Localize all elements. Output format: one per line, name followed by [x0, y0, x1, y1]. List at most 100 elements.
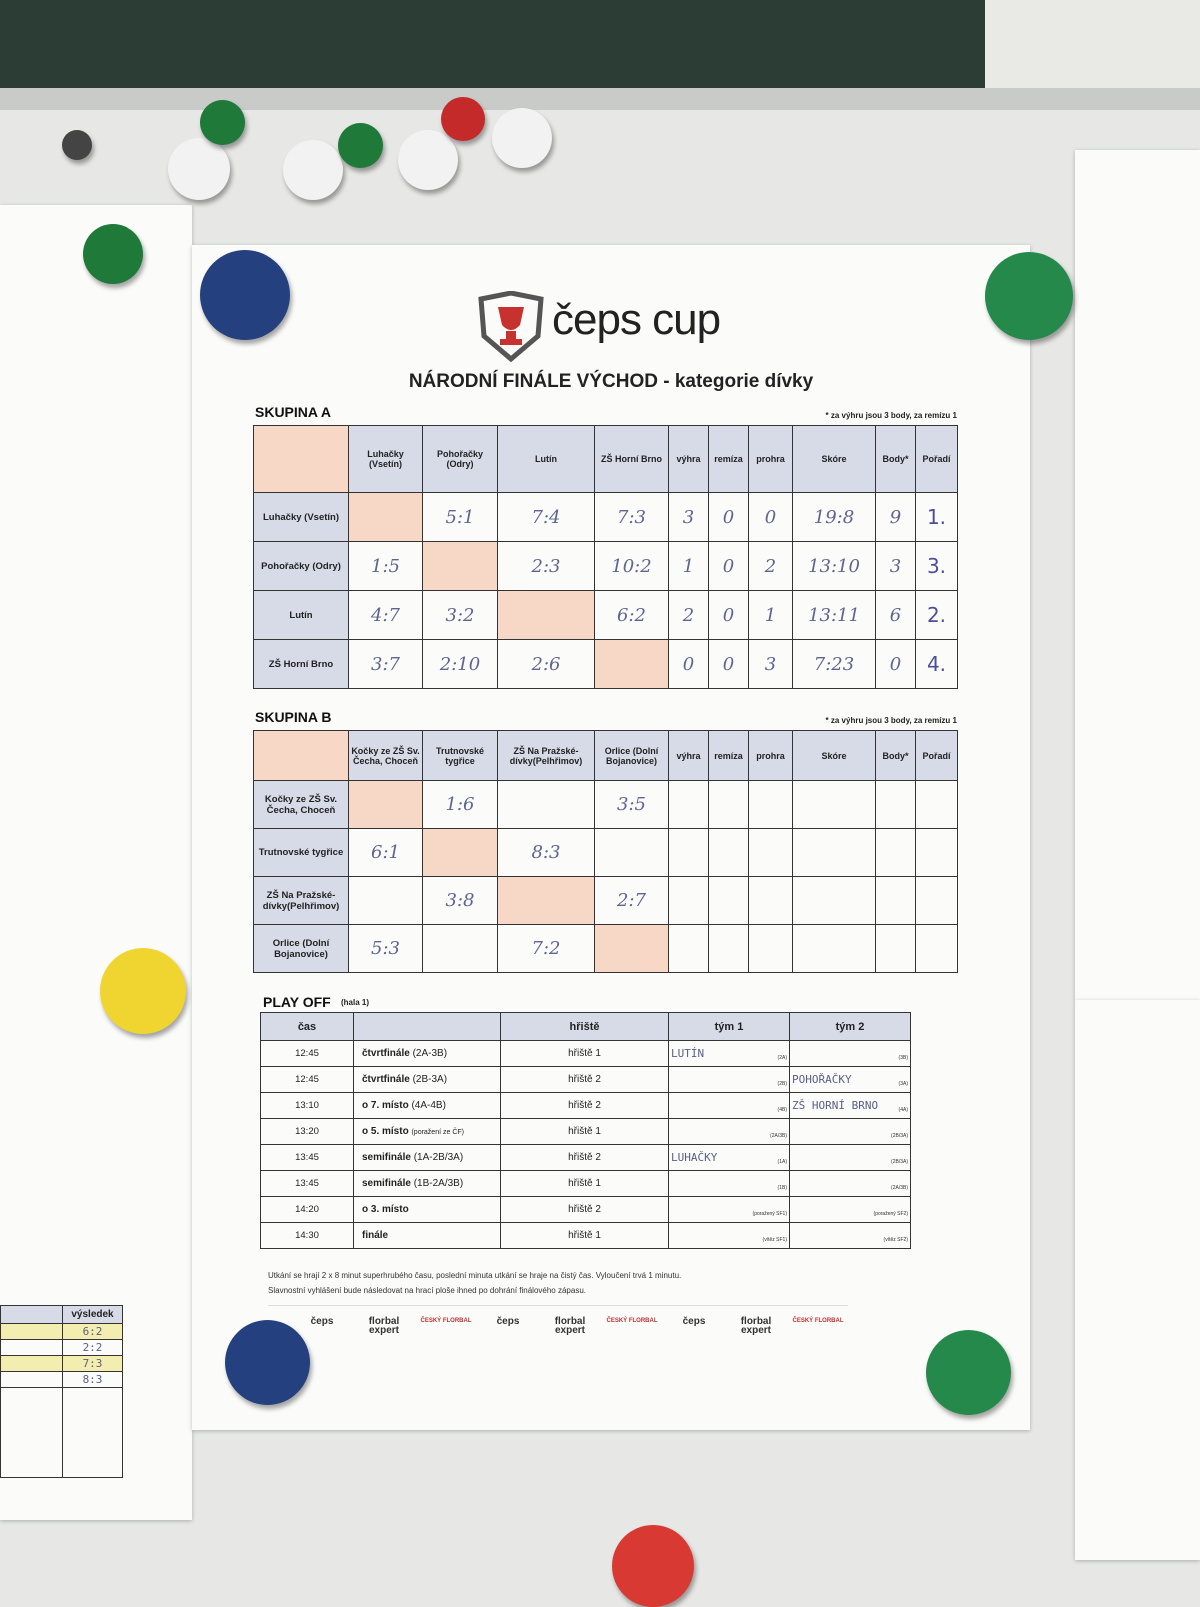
diagonal-cell: [422, 541, 498, 591]
cell: [0, 1339, 63, 1356]
column-header: Lutín: [497, 425, 595, 493]
stage-name: semifinále: [362, 1178, 411, 1189]
seed: (2B): [777, 1080, 787, 1087]
wall-box: [985, 0, 1200, 95]
magnet: [62, 130, 92, 160]
group-name: SKUPINA A: [255, 404, 331, 420]
team-cell: (1A) LUHAČKY: [668, 1144, 790, 1171]
note: Slavnostní vyhlášení bude následovat na …: [268, 1286, 586, 1295]
seed: (2A/3B): [891, 1184, 908, 1191]
result-cell: 19:8: [792, 492, 876, 542]
stage-name: čtvrtfinále: [362, 1074, 410, 1085]
team-row: Lutín 4:7 3:2 6:2 2 0 1 13:11 6 2.: [253, 590, 958, 640]
result-cell: [875, 924, 916, 973]
result-cell: 2.: [915, 590, 958, 640]
time: 12:45: [260, 1040, 354, 1067]
column-header: Orlice (Dolní Bojanovice): [594, 730, 669, 781]
result-cell: 2: [668, 590, 709, 640]
team-written: LUHAČKY: [671, 1150, 718, 1164]
result-cell: 2:10: [422, 639, 498, 689]
title: NÁRODNÍ FINÁLE VÝCHOD - kategorie dívky: [408, 371, 814, 392]
result-cell: [875, 780, 916, 829]
seed: (2B/3A): [891, 1132, 908, 1139]
result-cell: [668, 924, 709, 973]
team-cell: (2B): [668, 1066, 790, 1093]
cell: [0, 1371, 63, 1388]
team-cell: (1B): [668, 1170, 790, 1197]
result-cell: [708, 828, 749, 877]
result-cell: 13:11: [792, 590, 876, 640]
team-written: ZŠ HORNÍ BRNO: [792, 1098, 879, 1112]
playoff-row: 13:45 semifinále (1B-2A/3B) hřiště 1 (1B) (2…: [260, 1170, 911, 1197]
team-cell: (3B): [789, 1040, 911, 1067]
magnet: [338, 123, 383, 168]
playoff-row: 14:20 o 3. místo hřiště 2 (poražený SF1) (p…: [260, 1196, 911, 1223]
seed: (4B): [777, 1106, 787, 1113]
column-header: tým 1: [668, 1012, 790, 1041]
diagonal-cell: [497, 876, 595, 925]
team-cell: (2A/3B): [668, 1118, 790, 1145]
stage-name: finále: [362, 1230, 389, 1241]
stage: finále: [353, 1222, 501, 1249]
result-cell: 0: [748, 492, 793, 542]
stage: čtvrtfinále (2B-3A): [353, 1066, 501, 1093]
notes: Utkání se hrají 2 x 8 minut superhrubého…: [268, 1268, 681, 1298]
seed: (1A): [777, 1158, 787, 1165]
column-header: Pořadí: [915, 425, 958, 493]
stage-name: čtvrtfinále: [362, 1048, 410, 1059]
group-note: * za výhru jsou 3 body, za remízu 1: [825, 716, 957, 725]
seed: (4A): [898, 1106, 908, 1113]
result-cell: 0: [875, 639, 916, 689]
team-cell: (2B/3A): [789, 1144, 911, 1171]
result-cell: 1: [748, 590, 793, 640]
result-cell: 2:6: [497, 639, 595, 689]
side-result: 8:3: [62, 1371, 123, 1388]
sponsor-logo: ČESKÝ FLORBAL: [792, 1318, 844, 1324]
seed: (2B/3A): [891, 1158, 908, 1165]
result-cell: 3:8: [422, 876, 498, 925]
result-cell: [915, 828, 958, 877]
result-cell: 0: [708, 590, 749, 640]
time: 13:45: [260, 1170, 354, 1197]
result-cell: [915, 780, 958, 829]
magnet: [441, 97, 485, 141]
column-header: Luhačky (Vsetín): [348, 425, 423, 493]
result-cell: [792, 780, 876, 829]
column-header: Trutnovské tygřice: [422, 730, 498, 781]
team-cell: (vítěz SF1): [668, 1222, 790, 1249]
sponsor-logo: florbal expert: [740, 1316, 772, 1336]
column-header: čas: [260, 1012, 354, 1041]
stage-name: semifinále: [362, 1152, 411, 1163]
result-cell: 6:2: [594, 590, 669, 640]
logo-text: čeps cup: [552, 295, 721, 344]
result-cell: [915, 924, 958, 973]
result-cell: 2:3: [497, 541, 595, 591]
court: hřiště 1: [500, 1118, 669, 1145]
divider: [268, 1305, 848, 1306]
result-cell: [708, 780, 749, 829]
cell: [0, 1355, 63, 1372]
result-cell: 3: [748, 639, 793, 689]
magnet: [83, 224, 143, 284]
team-row: Kočky ze ZŠ Sv. Čecha, Choceň 1:6 3:5: [253, 780, 958, 829]
result-cell: 0: [668, 639, 709, 689]
playoff-row: 13:20 o 5. místo (poražení ze ČF) hřiště 1…: [260, 1118, 911, 1145]
result-cell: [348, 876, 423, 925]
result-cell: 1: [668, 541, 709, 591]
result-cell: 10:2: [594, 541, 669, 591]
court: hřiště 1: [500, 1040, 669, 1067]
column-header: Skóre: [792, 425, 876, 493]
team-row: Orlice (Dolní Bojanovice) 5:3 7:2: [253, 924, 958, 973]
magnet: [225, 1320, 310, 1405]
result-cell: 4.: [915, 639, 958, 689]
column-header: Body*: [875, 730, 916, 781]
diagonal-cell: [422, 828, 498, 877]
time: 13:20: [260, 1118, 354, 1145]
playoff-table: čas hřiště tým 1 tým 2 12:45 čtvrtfinále (2A-…: [260, 1012, 911, 1249]
magnet: [926, 1330, 1011, 1415]
right-sheet: [1075, 150, 1200, 1000]
result-cell: 3:7: [348, 639, 423, 689]
main-sheet: čeps cup NÁRODNÍ FINÁLE VÝCHOD - kategor…: [192, 245, 1030, 1430]
team-written: POHOŘAČKY: [792, 1072, 852, 1086]
result-cell: 3: [875, 541, 916, 591]
